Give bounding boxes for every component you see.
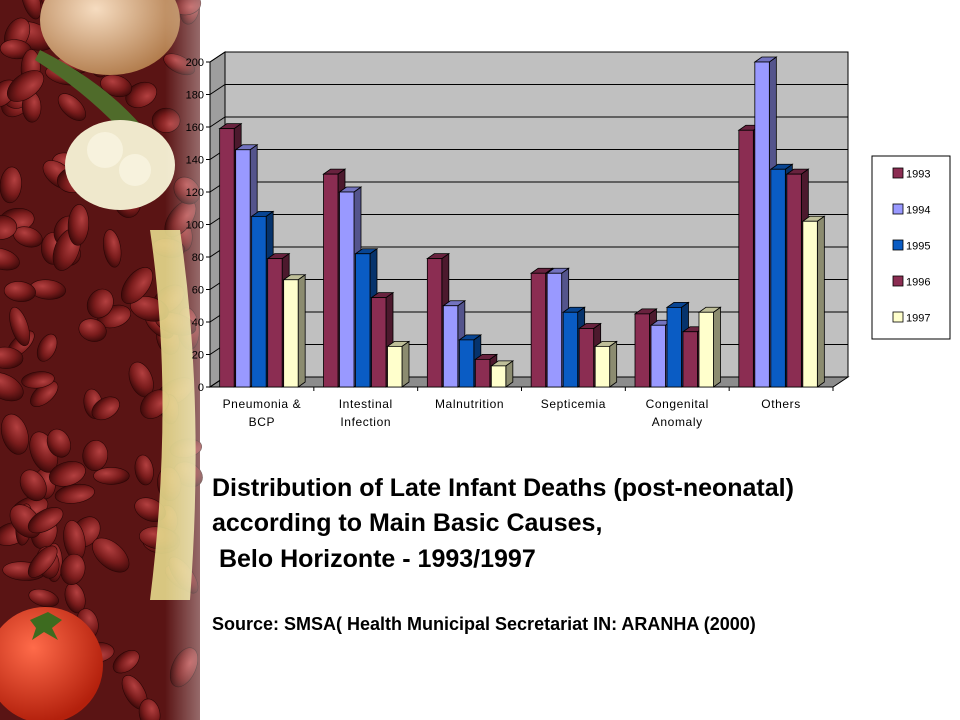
bar-1996: [682, 331, 698, 388]
bar-1994: [339, 191, 355, 388]
bar-1996: [267, 258, 283, 388]
legend-swatch-1996: [892, 275, 904, 287]
bar-1996: [371, 297, 387, 388]
x-tick-label: Malnutrition: [435, 397, 504, 411]
legend-label-1996: 1996: [906, 277, 930, 289]
bar-1995: [562, 311, 579, 388]
bar-1995: [355, 253, 371, 388]
y-tick-label: 200: [186, 57, 204, 69]
y-tick-label: 180: [186, 90, 204, 102]
x-tick-label: Others: [761, 397, 801, 411]
legend-label-1997: 1997: [906, 313, 930, 325]
y-tick-label: 120: [186, 187, 204, 199]
gridline: [209, 84, 848, 95]
bar-1993: [323, 173, 339, 388]
bar-side-1997: [713, 306, 721, 388]
x-tick-label: Pneumonia &: [223, 397, 302, 411]
bar-1995: [251, 215, 267, 388]
bar-1995: [770, 168, 786, 388]
legend-swatch-1993: [892, 167, 904, 179]
bar-1997: [698, 311, 714, 388]
legend-swatch-1997: [892, 311, 904, 323]
y-tick-label: 80: [192, 252, 204, 264]
bar-1993: [530, 272, 547, 388]
bar-1994: [650, 324, 666, 388]
bar-1997: [802, 220, 818, 388]
bar-1996: [578, 328, 595, 388]
bar-1993: [219, 128, 235, 388]
bar-side-1997: [816, 215, 825, 388]
chart-source-note: Source: SMSA( Health Municipal Secretari…: [212, 614, 756, 634]
y-tick-label: 160: [186, 122, 204, 134]
y-tick-label: 100: [186, 220, 204, 232]
legend-label-1994: 1994: [906, 205, 930, 217]
chart-title-line-1: Distribution of Late Infant Deaths (post…: [212, 474, 794, 502]
bar-1996: [474, 358, 491, 388]
legend-swatch-1995: [892, 239, 904, 251]
x-tick-label: BCP: [249, 415, 275, 429]
bar-1994: [442, 305, 459, 388]
y-tick-label: 40: [192, 317, 204, 329]
bar-1995: [458, 339, 475, 388]
bar-1994: [754, 61, 770, 388]
legend-label-1993: 1993: [906, 169, 930, 181]
bar-1993: [634, 313, 650, 388]
legend-label-1995: 1995: [906, 241, 930, 253]
bar-1996: [786, 173, 802, 388]
y-tick-label: 20: [192, 350, 204, 362]
legend-box: [871, 155, 951, 340]
bar-1997: [594, 345, 611, 388]
bar-1997: [490, 365, 507, 388]
gridline: [209, 116, 848, 128]
y-tick-label: 0: [198, 382, 204, 394]
bar-side-1997: [609, 340, 618, 388]
legend-swatch-1994: [892, 203, 904, 215]
bar-1997: [283, 279, 299, 388]
bar-side-1997: [401, 340, 410, 388]
bar-side-1997: [297, 273, 306, 388]
x-tick-label: Septicemia: [541, 397, 606, 411]
bar-1994: [546, 272, 563, 388]
x-tick-label: Infection: [340, 415, 391, 429]
x-tick-label: Congenital: [646, 397, 709, 411]
x-tick-label: Anomaly: [652, 415, 703, 429]
bar-1997: [387, 345, 403, 388]
bar-1994: [235, 149, 251, 388]
y-tick-label: 140: [186, 155, 204, 167]
chart-title-line-2: according to Main Basic Causes,: [212, 509, 603, 537]
x-tick-label: Intestinal: [339, 397, 393, 411]
bar-1993: [426, 258, 443, 388]
chart-title-line-3: Belo Horizonte - 1993/1997: [212, 545, 536, 573]
bar-1993: [738, 129, 754, 388]
gridline: [209, 51, 848, 63]
bar-1995: [666, 306, 682, 388]
y-tick-label: 60: [192, 285, 204, 297]
